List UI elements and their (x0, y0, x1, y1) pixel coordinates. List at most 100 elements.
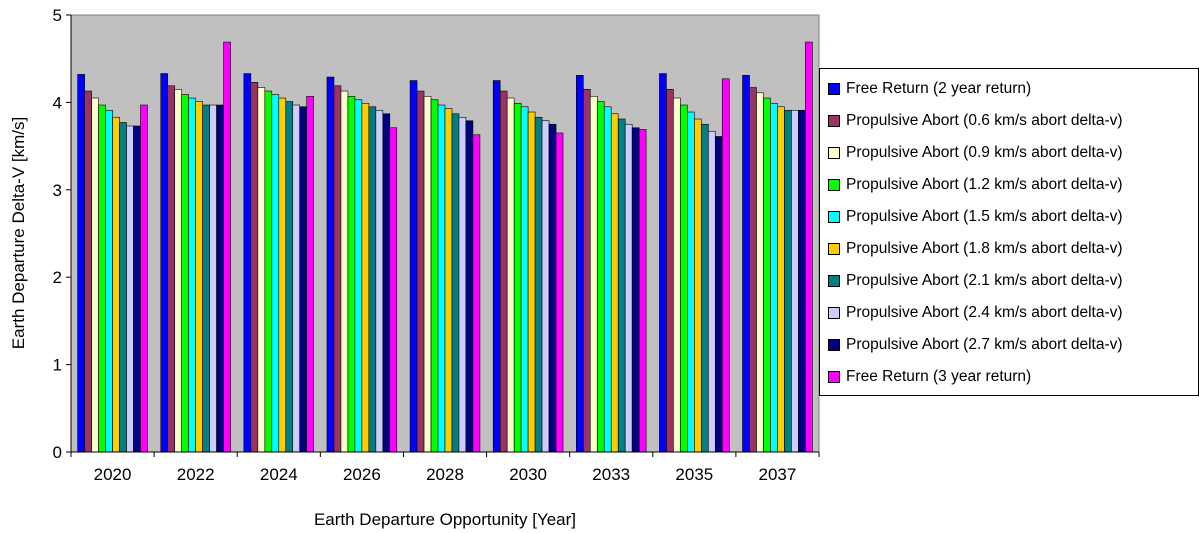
bar-2033-series-7 (617, 118, 626, 453)
bar-2033-series-10 (638, 129, 647, 453)
legend-label: Propulsive Abort (1.2 km/s abort delta-v… (846, 176, 1123, 193)
legend-swatch (828, 115, 840, 127)
bar-2022-series-9 (216, 104, 224, 453)
bar-2022-series-4 (181, 94, 189, 453)
x-tick-label: 2026 (343, 465, 381, 484)
legend-label: Propulsive Abort (2.7 km/s abort delta-v… (846, 336, 1123, 353)
bar-2037-series-3 (756, 92, 764, 453)
bar-2024-series-5 (271, 94, 280, 453)
legend-label: Propulsive Abort (1.8 km/s abort delta-v… (846, 240, 1123, 257)
bar-2024-series-9 (299, 106, 308, 453)
bar-2020-series-10 (140, 104, 148, 453)
y-axis-label: Earth Departure Delta-V [km/s] (9, 117, 28, 349)
bar-2037-series-6 (777, 106, 785, 453)
y-tick-label: 3 (53, 181, 62, 200)
bar-2026-series-3 (340, 90, 349, 453)
legend-swatch (828, 371, 840, 383)
bar-2030-series-4 (513, 102, 522, 453)
bar-2035-series-6 (694, 118, 702, 453)
bar-2026-series-4 (347, 95, 356, 453)
bar-2030-series-6 (527, 111, 536, 453)
bar-2020-series-8 (126, 125, 134, 453)
bar-2028-series-8 (458, 116, 467, 453)
bar-2022-series-5 (188, 97, 196, 453)
bar-2035-series-8 (707, 130, 716, 453)
x-tick-label: 2022 (177, 465, 215, 484)
bar-2022-series-10 (223, 41, 231, 453)
legend-item: Free Return (3 year return) (820, 361, 1198, 393)
bar-2020-series-2 (84, 90, 92, 453)
legend-item: Propulsive Abort (1.5 km/s abort delta-v… (820, 201, 1198, 233)
bar-2020-series-4 (98, 104, 106, 453)
x-axis-label: Earth Departure Opportunity [Year] (314, 510, 576, 529)
bar-2030-series-5 (520, 106, 529, 453)
bar-2028-series-6 (444, 108, 453, 453)
bar-2024-series-7 (285, 101, 294, 453)
bar-2033-series-3 (589, 95, 598, 453)
bar-2033-series-8 (624, 123, 633, 453)
y-tick-label: 5 (53, 6, 62, 25)
bar-2024-series-8 (292, 104, 301, 453)
tick-labels-group: 0 1 2 3 4 5 2020 2022 2024 2026 2028 2030 2033 2035 20… (53, 6, 797, 484)
x-tick-label: 2037 (759, 465, 797, 484)
bar-2024-series-6 (278, 97, 287, 453)
bar-2035-series-2 (666, 88, 674, 453)
bar-2028-series-7 (451, 113, 460, 453)
bar-2028-series-9 (465, 120, 474, 453)
bar-2030-series-8 (541, 120, 550, 453)
legend-item: Propulsive Abort (0.6 km/s abort delta-v… (820, 105, 1198, 137)
bar-2024-series-4 (264, 90, 273, 453)
y-tick-label: 4 (53, 93, 62, 112)
bar-2037-series-1 (742, 75, 750, 453)
bar-2030-series-1 (492, 80, 501, 453)
x-tick-label: 2020 (94, 465, 132, 484)
bar-2026-series-2 (333, 85, 342, 453)
legend-swatch (828, 339, 840, 351)
legend-swatch (828, 179, 840, 191)
legend-swatch (828, 83, 840, 95)
legend-swatch (828, 211, 840, 223)
legend-item: Propulsive Abort (1.2 km/s abort delta-v… (820, 169, 1198, 201)
bar-2020-series-3 (91, 97, 99, 453)
legend-swatch (828, 275, 840, 287)
bar-2028-series-1 (409, 80, 418, 453)
bar-2033-series-4 (596, 101, 605, 453)
legend-swatch (828, 307, 840, 319)
legend-swatch (828, 147, 840, 159)
bar-2024-series-3 (257, 87, 266, 453)
bar-2026-series-10 (389, 127, 398, 453)
bar-2033-series-9 (631, 127, 640, 453)
bar-2028-series-3 (423, 95, 432, 453)
bar-2026-series-8 (375, 109, 384, 453)
bar-2035-series-1 (659, 73, 667, 453)
bar-2037-series-10 (805, 41, 813, 453)
bar-2026-series-7 (368, 106, 377, 453)
x-tick-label: 2035 (675, 465, 713, 484)
bar-2022-series-7 (202, 104, 210, 453)
bar-2035-series-5 (687, 111, 695, 453)
x-tick-label: 2030 (509, 465, 547, 484)
bar-2037-series-9 (798, 109, 806, 453)
bar-2030-series-7 (534, 116, 543, 453)
legend-item: Propulsive Abort (0.9 km/s abort delta-v… (820, 137, 1198, 169)
legend-item: Free Return (2 year return) (820, 73, 1198, 105)
bar-2022-series-1 (160, 73, 169, 453)
bar-2022-series-6 (195, 101, 203, 453)
x-tick-label: 2028 (426, 465, 464, 484)
bar-2028-series-4 (430, 99, 439, 453)
y-tick-label: 1 (53, 356, 62, 375)
legend: Free Return (2 year return) Propulsive Ab… (819, 68, 1199, 396)
legend-label: Propulsive Abort (0.6 km/s abort delta-v… (846, 112, 1123, 129)
bar-2028-series-10 (472, 134, 481, 453)
bars-group (77, 41, 813, 453)
bar-2026-series-6 (361, 102, 370, 453)
x-tick-label: 2024 (260, 465, 298, 484)
bar-2022-series-3 (174, 88, 183, 453)
bar-2037-series-7 (784, 109, 792, 453)
bar-2024-series-10 (306, 95, 314, 453)
legend-item: Propulsive Abort (1.8 km/s abort delta-v… (820, 233, 1198, 265)
bar-2037-series-5 (770, 102, 778, 453)
bar-2033-series-5 (603, 106, 612, 453)
legend-label: Propulsive Abort (1.5 km/s abort delta-v… (846, 208, 1123, 225)
